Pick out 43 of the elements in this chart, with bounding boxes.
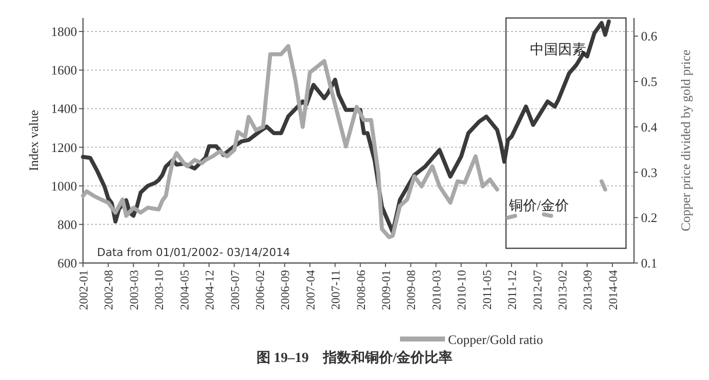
x-tick-label: 2008-06 (354, 270, 368, 310)
x-tick-label: 2002-01 (76, 270, 90, 310)
annotation: Data from 01/01/2002- 03/14/2014 (97, 246, 290, 259)
x-tick-label: 2004-12 (202, 270, 217, 310)
y2-tick-label: 0.5 (641, 74, 658, 90)
y2-axis-title: Copper price divided by gold price (678, 49, 693, 232)
x-tick-label: 2010-10 (454, 270, 469, 310)
x-tick-label: 2013-09 (580, 270, 595, 310)
x-tick-label: 2006-09 (278, 270, 292, 310)
y2-tick-label: 0.4 (641, 119, 658, 134)
legend-label: Copper/Gold ratio (448, 332, 543, 347)
y-tick-label: 1600 (51, 62, 77, 78)
y2-tick-label: 0.1 (641, 256, 658, 270)
y2-tick-label: 0.3 (641, 164, 658, 180)
y-tick-label: 1400 (51, 101, 77, 116)
y-axis-title: Index value (26, 110, 41, 172)
x-tick-label: 2011-12 (505, 270, 520, 310)
x-tick-label: 2013-02 (555, 270, 570, 310)
x-tick-label: 2007-11 (328, 270, 343, 310)
x-tick-label: 2010-03 (429, 270, 444, 310)
legend-item: Copper/Gold ratio (400, 332, 543, 347)
annotation: 铜价/金价 (508, 198, 569, 214)
x-tick-label: 2004-05 (177, 270, 192, 310)
x-tick-label: 2012-07 (530, 270, 544, 310)
y2-tick-label: 0.6 (641, 28, 658, 44)
annotation: 中国因素 (530, 42, 586, 58)
y2-tick-label: 0.2 (641, 210, 658, 226)
y-tick-label: 1800 (51, 24, 77, 40)
x-tick-label: 2009-08 (404, 270, 418, 310)
x-tick-label: 2006-02 (252, 270, 267, 310)
x-tick-label: 2005-07 (228, 270, 242, 310)
x-tick-label: 2009-01 (379, 270, 394, 310)
y-tick-label: 600 (58, 256, 77, 270)
x-tick-label: 2011-05 (480, 270, 494, 310)
y-tick-label: 1000 (51, 178, 77, 194)
x-tick-label: 2003-10 (152, 270, 166, 310)
y-tick-label: 800 (58, 216, 77, 232)
x-tick-label: 2014-04 (606, 270, 620, 310)
x-tick-label: 2007-04 (303, 270, 318, 310)
y-tick-label: 1200 (51, 140, 77, 155)
x-tick-label: 2003-03 (126, 270, 141, 310)
x-tick-label: 2002-08 (102, 270, 116, 310)
text: 图 19–19 指数和铜价/金价比率 (256, 349, 453, 366)
